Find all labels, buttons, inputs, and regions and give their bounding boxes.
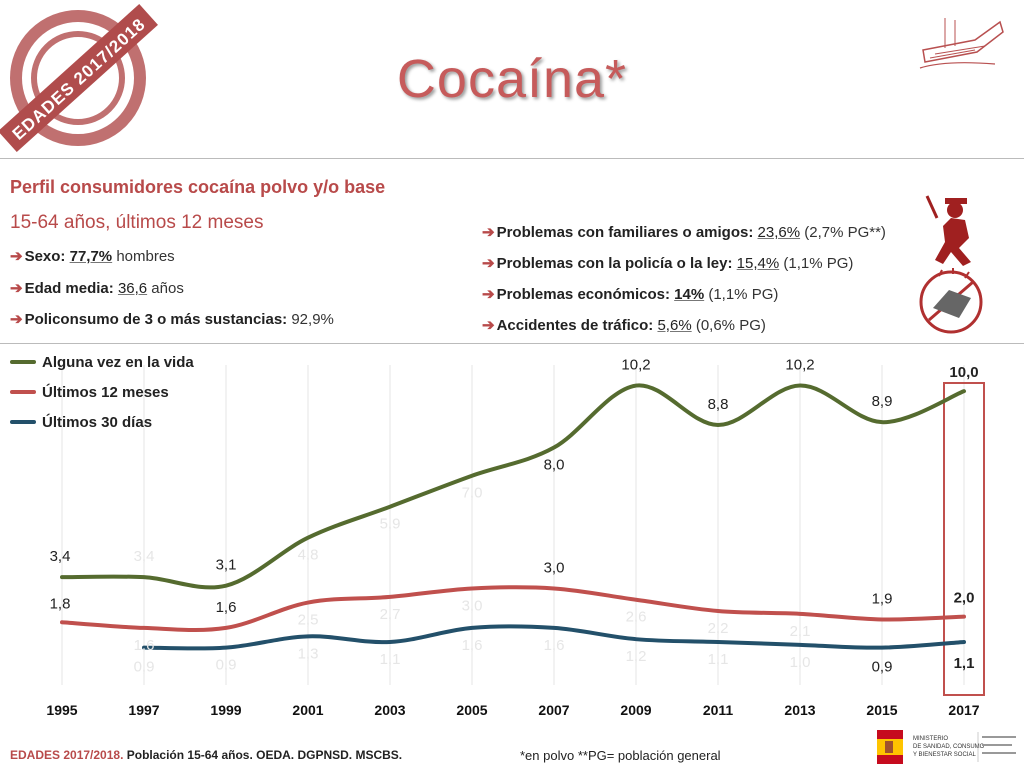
data-label: 0,9 <box>216 657 237 674</box>
data-label: 5,9 <box>380 516 401 533</box>
data-label: 8,9 <box>872 393 893 410</box>
data-label: 10,2 <box>621 357 650 374</box>
data-label: 1,1 <box>954 655 975 672</box>
edades-stamp-logo: EDADES 2017/2018 <box>0 4 158 152</box>
data-label: 0,9 <box>134 659 155 676</box>
data-label: 1,1 <box>380 651 401 668</box>
data-label: 1,9 <box>872 590 893 607</box>
profile-title: Perfil consumidores cocaína polvo y/o ba… <box>10 177 386 197</box>
stat-edad-media: ➔ Edad media: 36,6 años <box>10 280 184 297</box>
ministry-logo: MINISTERIO DE SANIDAD, CONSUMO Y BIENEST… <box>877 730 1016 764</box>
data-label: 10,0 <box>949 364 978 381</box>
series-line-1 <box>60 585 966 633</box>
legend-item-alguna-vez: Alguna vez en la vida <box>10 347 194 377</box>
arrow-icon: ➔ <box>10 311 23 328</box>
data-label: 2,7 <box>380 606 401 623</box>
x-tick-label: 1995 <box>46 702 77 718</box>
arrow-icon: ➔ <box>482 224 495 241</box>
police-and-crash-icon <box>919 195 983 334</box>
cocaine-sketch-icon <box>919 18 1004 69</box>
series-line-2 <box>142 624 966 651</box>
svg-text:MINISTERIO: MINISTERIO <box>913 736 948 742</box>
data-label: 2,1 <box>790 623 811 640</box>
profile-subtitle: 15-64 años, últimos 12 meses <box>10 212 264 233</box>
data-label: 1,8 <box>50 595 71 612</box>
x-tick-label: 1997 <box>128 702 159 718</box>
data-label: 1,2 <box>626 648 647 665</box>
page-title: Cocaína* <box>396 49 628 109</box>
data-label: 1,6 <box>216 599 237 616</box>
data-label: 1,6 <box>544 637 565 654</box>
data-label: 8,8 <box>708 396 729 413</box>
data-label: 4,8 <box>298 547 319 564</box>
data-label: 1,0 <box>790 654 811 671</box>
legend-swatch <box>10 420 36 424</box>
footer-source: EDADES 2017/2018. Población 15-64 años. … <box>10 748 403 762</box>
data-label: 3,4 <box>50 548 71 565</box>
cocaine-trend-chart: 3,4 3,4 3,1 4,8 5,9 7,0 8,0 10,2 8,8 10,2 8,9 10,0 1… <box>46 357 985 718</box>
chart-legend: Alguna vez en la vida Últimos 12 meses Ú… <box>10 347 194 437</box>
x-tick-label: 2009 <box>620 702 651 718</box>
data-label: 1,1 <box>708 651 729 668</box>
footnote: *en polvo **PG= población general <box>520 748 721 763</box>
stat-economicos: ➔ Problemas económicos: 14% (1,1% PG) <box>482 286 779 303</box>
stat-familiares: ➔ Problemas con familiares o amigos: 23,6… <box>482 224 886 241</box>
data-label: 2,6 <box>626 609 647 626</box>
data-label: 8,0 <box>544 457 565 474</box>
x-tick-label: 2015 <box>866 702 897 718</box>
x-tick-label: 2017 <box>948 702 979 718</box>
legend-item-30-dias: Últimos 30 días <box>10 407 194 437</box>
data-label: 7,0 <box>462 485 483 502</box>
x-tick-label: 2013 <box>784 702 815 718</box>
x-tick-label: 2003 <box>374 702 405 718</box>
arrow-icon: ➔ <box>10 280 23 297</box>
data-label: 3,0 <box>544 559 565 576</box>
data-label: 2,2 <box>708 620 729 637</box>
x-tick-label: 2011 <box>703 702 734 718</box>
x-tick-label: 2005 <box>456 702 487 718</box>
arrow-icon: ➔ <box>482 317 495 334</box>
series-line-0 <box>60 383 966 590</box>
data-label: 10,2 <box>785 357 814 374</box>
x-tick-label: 2001 <box>292 702 323 718</box>
data-label: 1,6 <box>134 637 155 654</box>
x-tick-label: 2007 <box>538 702 569 718</box>
data-label: 3,1 <box>216 557 237 574</box>
legend-swatch <box>10 360 36 364</box>
data-label: 1,6 <box>462 637 483 654</box>
data-label: 0,9 <box>872 659 893 676</box>
legend-item-12-meses: Últimos 12 meses <box>10 377 194 407</box>
data-label: 2,0 <box>954 590 975 607</box>
x-tick-label: 1999 <box>210 702 241 718</box>
stat-policonsumo: ➔ Policonsumo de 3 o más sustancias: 92,9… <box>10 311 334 328</box>
data-label: 1,3 <box>298 645 319 662</box>
stat-policia: ➔ Problemas con la policía o la ley: 15,4… <box>482 255 854 272</box>
highlight-2017-box <box>943 382 985 696</box>
data-label: 3,0 <box>462 597 483 614</box>
arrow-icon: ➔ <box>482 286 495 303</box>
data-label: 2,5 <box>298 612 319 629</box>
stat-sexo: ➔ Sexo: 77,7% hombres <box>10 248 175 265</box>
data-label: 3,4 <box>134 548 155 565</box>
svg-text:DE SANIDAD, CONSUMO: DE SANIDAD, CONSUMO <box>913 744 985 750</box>
stat-accidentes: ➔ Accidentes de tráfico: 5,6% (0,6% PG) <box>482 317 766 334</box>
arrow-icon: ➔ <box>482 255 495 272</box>
divider-top <box>0 158 1024 159</box>
arrow-icon: ➔ <box>10 248 23 265</box>
legend-swatch <box>10 390 36 394</box>
divider-middle <box>0 343 1024 344</box>
svg-text:Y BIENESTAR SOCIAL: Y BIENESTAR SOCIAL <box>913 752 976 758</box>
